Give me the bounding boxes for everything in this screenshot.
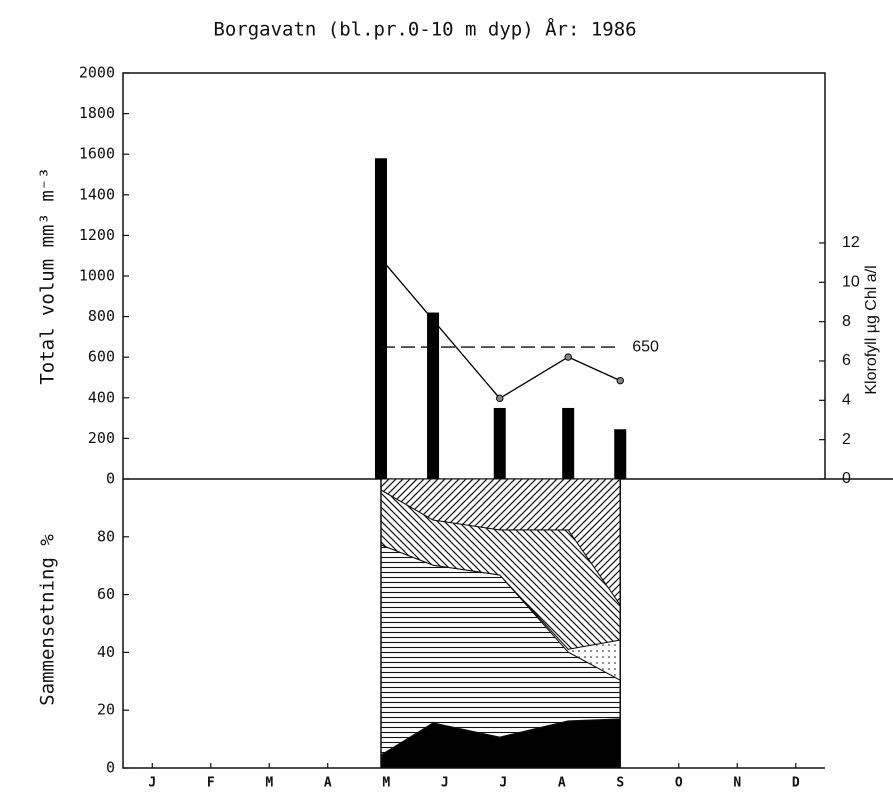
y-tick-label: 200 (88, 429, 115, 447)
y2-tick-label: 4 (842, 392, 851, 409)
y-tick-label: 20 (97, 701, 115, 719)
line-marker (616, 376, 624, 385)
bar (374, 158, 387, 479)
reference-label: 650 (632, 338, 659, 355)
x-tick-label: J (499, 776, 507, 791)
y-tick-label: 1400 (79, 185, 115, 203)
y-tick-label: 800 (88, 307, 115, 325)
y-tick-label: 400 (88, 388, 115, 406)
x-tick-label: J (148, 776, 156, 791)
y-tick-label: 40 (97, 643, 115, 661)
bar (562, 407, 575, 479)
y2-tick-label: 0 (842, 470, 851, 487)
bar (614, 429, 627, 479)
y-tick-label: 80 (97, 527, 115, 545)
y-tick-label: 60 (97, 585, 115, 603)
y2-tick-label: 12 (842, 234, 860, 251)
y-tick-label: 0 (106, 470, 115, 488)
bar (427, 312, 440, 479)
y-tick-label: 1800 (79, 104, 115, 122)
y2-tick-label: 6 (842, 352, 851, 369)
y-tick-label: 2000 (79, 64, 115, 82)
plot-frame (122, 72, 826, 479)
x-tick-label: S (616, 776, 624, 791)
y2-tick-label: 8 (842, 313, 851, 330)
x-tick-label: O (675, 776, 683, 791)
y2-tick-label: 10 (842, 274, 860, 291)
y-tick-label: 1200 (79, 226, 115, 244)
chart-title: Borgavatn (bl.pr.0-10 m dyp) År: 1986 (213, 18, 636, 41)
y2-tick-label: 2 (842, 431, 851, 448)
y-tick-label: 1000 (79, 267, 115, 285)
line-marker (496, 394, 504, 403)
y-tick-label: 0 (106, 759, 115, 777)
x-tick-label: A (558, 776, 566, 791)
x-tick-label: M (265, 776, 273, 791)
y-tick-label: 1600 (79, 145, 115, 163)
y-tick-label: 600 (88, 348, 115, 366)
x-tick-label: A (324, 776, 332, 791)
line (380, 258, 621, 400)
x-tick-label: N (733, 776, 741, 791)
x-tick-label: J (441, 776, 449, 791)
x-tick-label: F (207, 776, 215, 791)
y-axis-label: Total volum mm³ m⁻³ (37, 167, 59, 384)
bar (493, 407, 506, 479)
y-axis-label: Sammensetning % (37, 534, 59, 706)
x-tick-label: D (792, 776, 800, 791)
x-tick-label: M (382, 776, 390, 791)
line-marker (564, 353, 572, 361)
y2-axis-label: Klorofyll µg Chl a/l (863, 265, 880, 394)
